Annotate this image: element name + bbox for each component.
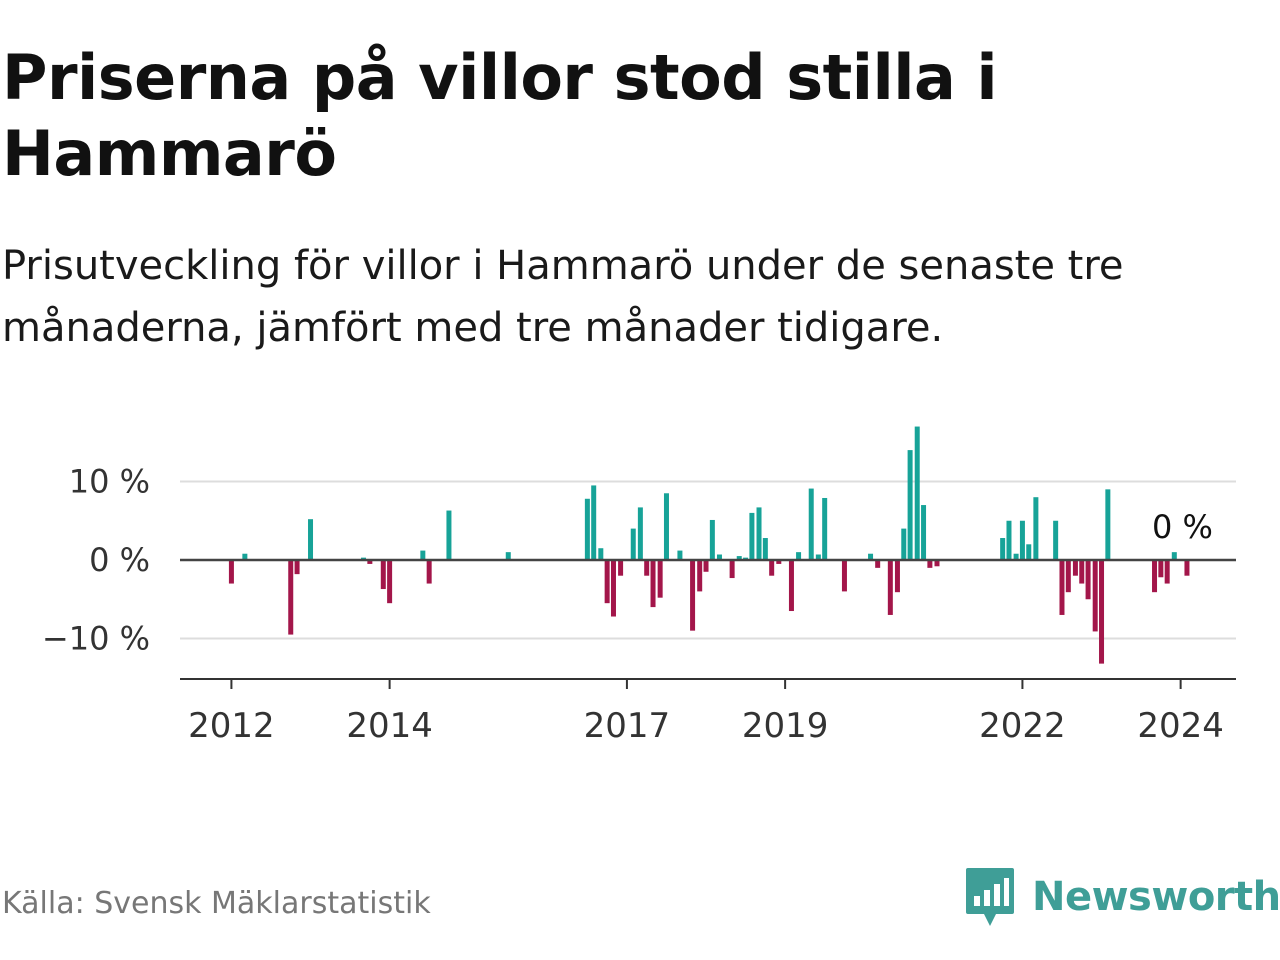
bar bbox=[1000, 538, 1006, 560]
newsworthy-logo-icon bbox=[966, 868, 1014, 926]
bar bbox=[644, 560, 650, 576]
gridlines bbox=[180, 480, 1236, 640]
bar bbox=[729, 560, 735, 579]
bar bbox=[228, 560, 234, 584]
bar bbox=[584, 498, 590, 560]
bar bbox=[1099, 560, 1105, 664]
x-tick-label: 2012 bbox=[188, 706, 275, 746]
bar bbox=[901, 528, 907, 560]
y-tick-label: 0 % bbox=[89, 541, 150, 579]
bar bbox=[637, 507, 643, 560]
bar bbox=[1085, 560, 1091, 600]
bar bbox=[697, 560, 703, 592]
bar bbox=[934, 560, 940, 567]
bar bbox=[630, 528, 636, 560]
bar bbox=[815, 554, 821, 560]
bar bbox=[1033, 497, 1039, 560]
bar bbox=[380, 560, 386, 590]
x-tick-label: 2024 bbox=[1137, 706, 1224, 746]
bar bbox=[1152, 560, 1158, 593]
bar bbox=[914, 426, 920, 560]
bar bbox=[894, 560, 900, 593]
x-tick-label: 2022 bbox=[979, 706, 1066, 746]
bar bbox=[716, 554, 722, 560]
bar bbox=[921, 505, 927, 560]
bar bbox=[650, 560, 656, 608]
x-tick-label: 2014 bbox=[346, 706, 433, 746]
bar bbox=[907, 450, 913, 560]
bar bbox=[242, 553, 248, 560]
bar bbox=[808, 488, 814, 560]
bar bbox=[505, 552, 511, 560]
bar bbox=[769, 560, 775, 576]
bar bbox=[598, 548, 604, 560]
x-tick-label: 2019 bbox=[742, 706, 829, 746]
brand-name: Newsworthy bbox=[1032, 874, 1280, 920]
bar bbox=[420, 550, 426, 560]
bar bbox=[927, 560, 933, 568]
bar bbox=[1026, 544, 1032, 560]
bar bbox=[618, 560, 624, 576]
x-tick-label: 2017 bbox=[584, 706, 671, 746]
bar bbox=[426, 560, 432, 584]
bar bbox=[1053, 520, 1059, 560]
bar bbox=[875, 560, 881, 568]
bar bbox=[776, 560, 782, 564]
bars bbox=[228, 426, 1190, 664]
source-note: Källa: Svensk Mäklarstatistik bbox=[2, 886, 431, 921]
bar bbox=[1013, 553, 1019, 560]
bar bbox=[709, 519, 715, 560]
bar bbox=[841, 560, 847, 592]
y-tick-label: 10 % bbox=[69, 463, 150, 501]
bar bbox=[756, 507, 762, 560]
bar bbox=[1158, 560, 1164, 578]
bar bbox=[788, 560, 794, 612]
y-tick-label: −10 % bbox=[42, 620, 150, 658]
bar bbox=[887, 560, 893, 615]
last-value-label: 0 % bbox=[1152, 508, 1213, 546]
axes: 10 % 0 % −10 % 2012 2014 2017 2019 2022 2024 0 % bbox=[42, 463, 1236, 746]
bar bbox=[387, 560, 393, 604]
bar bbox=[1065, 560, 1071, 593]
bar bbox=[677, 550, 683, 560]
bar bbox=[1072, 560, 1078, 576]
bar bbox=[1105, 489, 1111, 560]
bar bbox=[604, 560, 610, 604]
bar bbox=[1006, 520, 1012, 560]
bar bbox=[762, 538, 768, 560]
bar bbox=[1092, 560, 1098, 632]
bar bbox=[703, 560, 709, 572]
bar bbox=[663, 493, 669, 560]
chart-title: Priserna på villor stod stilla i Hammarö bbox=[2, 41, 998, 190]
bar bbox=[294, 560, 300, 575]
bar bbox=[1019, 520, 1025, 560]
brand-logo: Newsworthy bbox=[964, 862, 1280, 932]
bar bbox=[822, 497, 828, 560]
bar bbox=[446, 510, 452, 560]
bar bbox=[610, 560, 616, 617]
bar bbox=[749, 512, 755, 560]
chart-subtitle: Prisutveckling för villor i Hammarö unde… bbox=[2, 243, 1124, 351]
bar bbox=[1059, 560, 1065, 615]
bar bbox=[1164, 560, 1170, 584]
bar bbox=[367, 560, 373, 564]
bar bbox=[308, 519, 314, 560]
bar bbox=[1079, 560, 1085, 584]
bar bbox=[796, 552, 802, 560]
bar bbox=[657, 560, 663, 598]
bar bbox=[1171, 552, 1177, 560]
bar bbox=[288, 560, 294, 635]
bar bbox=[736, 556, 742, 560]
bar bbox=[591, 485, 597, 560]
bar bbox=[1184, 560, 1190, 576]
bar-chart: 10 % 0 % −10 % 2012 2014 2017 2019 2022 2024 0 % bbox=[42, 426, 1236, 746]
bar bbox=[690, 560, 696, 631]
bar bbox=[868, 553, 874, 560]
